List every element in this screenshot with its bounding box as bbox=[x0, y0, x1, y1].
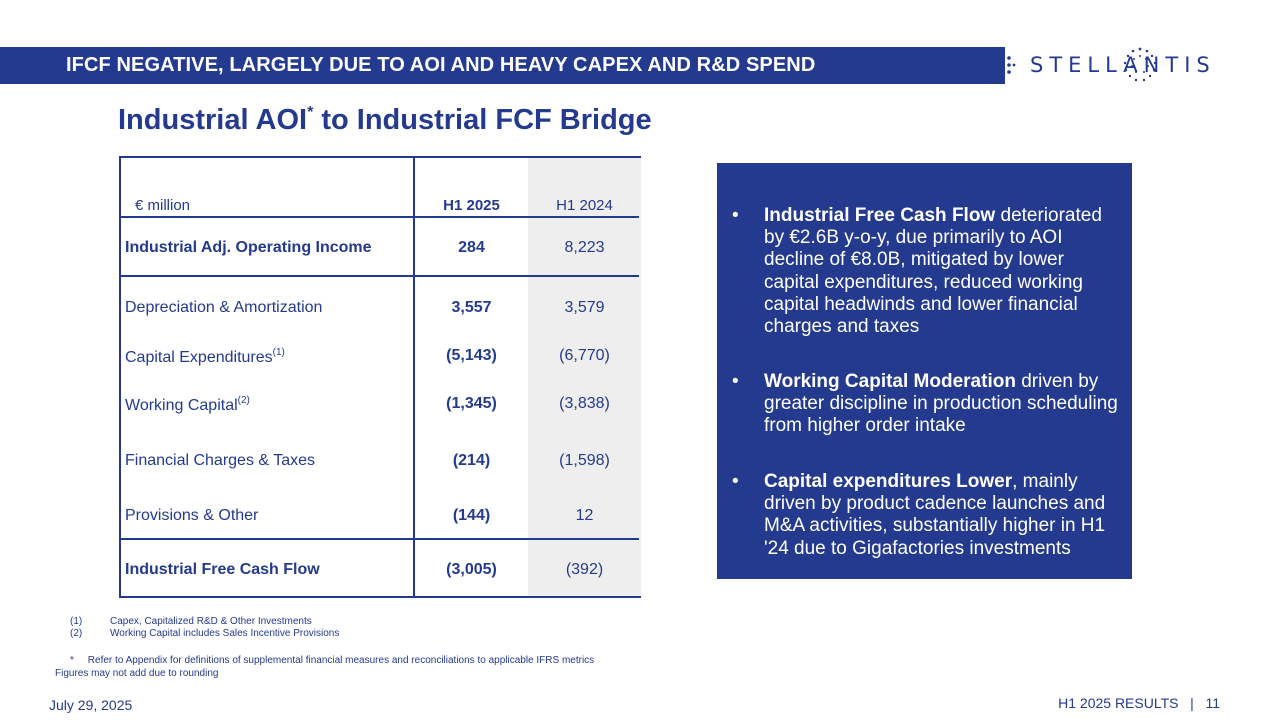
footnote-rounding: Figures may not add due to rounding bbox=[55, 668, 219, 679]
h1-2024-column-shade bbox=[528, 158, 641, 596]
logo-wordmark: STELLANTIS bbox=[1030, 53, 1216, 77]
row-value-h1-2025: (5,143) bbox=[446, 347, 497, 364]
row-value-h1-2025: (144) bbox=[452, 507, 491, 524]
commentary-panel: • Industrial Free Cash Flow deteriorated… bbox=[717, 163, 1132, 579]
row-value-h1-2024: 3,579 bbox=[564, 299, 605, 316]
title-banner: IFCF NEGATIVE, LARGELY DUE TO AOI AND HE… bbox=[0, 47, 1005, 84]
row-value-h1-2024: (392) bbox=[565, 561, 604, 578]
footnote-ref: (1) bbox=[272, 347, 285, 358]
row-value-h1-2024: 12 bbox=[575, 507, 594, 524]
unit-label: € million bbox=[135, 197, 191, 214]
banner-dots-decoration bbox=[1000, 52, 1016, 77]
row-value-h1-2025: (1,345) bbox=[446, 395, 497, 412]
row-label: Capital Expenditures(1) bbox=[125, 347, 285, 366]
bullet-glyph: • bbox=[732, 471, 739, 492]
header-divider bbox=[121, 216, 639, 218]
bullet-glyph: • bbox=[732, 205, 739, 226]
row-value-h1-2025: 284 bbox=[458, 239, 485, 256]
row-label: Provisions & Other bbox=[125, 507, 259, 524]
row-value-h1-2025: (214) bbox=[452, 452, 491, 469]
footnote-star: * Refer to Appendix for definitions of s… bbox=[70, 655, 595, 666]
banner-title: IFCF NEGATIVE, LARGELY DUE TO AOI AND HE… bbox=[66, 54, 816, 76]
row-label: Financial Charges & Taxes bbox=[125, 452, 316, 469]
row-divider bbox=[121, 275, 639, 277]
footer-date: July 29, 2025 bbox=[49, 697, 133, 713]
row-value-h1-2025: 3,557 bbox=[451, 299, 492, 316]
total-divider bbox=[121, 538, 639, 540]
footnote-ref: (2) bbox=[237, 395, 250, 406]
bullet-glyph: • bbox=[732, 371, 739, 392]
row-label: Working Capital(2) bbox=[125, 395, 250, 414]
bridge-table: € million H1 2025 H1 2024 Industrial Adj… bbox=[119, 156, 641, 598]
row-value-h1-2024: (6,770) bbox=[559, 347, 610, 364]
logo-emblem-icon bbox=[1123, 47, 1157, 82]
footer-page-info: H1 2025 RESULTS | 11 bbox=[1058, 695, 1220, 711]
row-label: Depreciation & Amortization bbox=[125, 299, 323, 316]
row-value-h1-2024: 8,223 bbox=[564, 239, 605, 256]
column-divider bbox=[413, 158, 415, 596]
bullet-text: Working Capital Moderation driven by gre… bbox=[764, 371, 1118, 437]
column-header-h1-2025: H1 2025 bbox=[443, 197, 500, 214]
row-label: Industrial Free Cash Flow bbox=[125, 561, 320, 578]
stellantis-logo: STELLANTIS bbox=[1030, 44, 1216, 86]
row-value-h1-2024: (1,598) bbox=[559, 452, 610, 469]
row-value-h1-2025: (3,005) bbox=[446, 561, 497, 578]
bullet-text: Capital expenditures Lower, mainly drive… bbox=[764, 471, 1106, 559]
row-label: Industrial Adj. Operating Income bbox=[125, 239, 372, 256]
row-value-h1-2024: (3,838) bbox=[559, 395, 610, 412]
page-title: Industrial AOI* to Industrial FCF Bridge bbox=[118, 104, 652, 136]
column-header-h1-2024: H1 2024 bbox=[556, 197, 613, 214]
bullet-text: Industrial Free Cash Flow deteriorated b… bbox=[764, 205, 1102, 338]
